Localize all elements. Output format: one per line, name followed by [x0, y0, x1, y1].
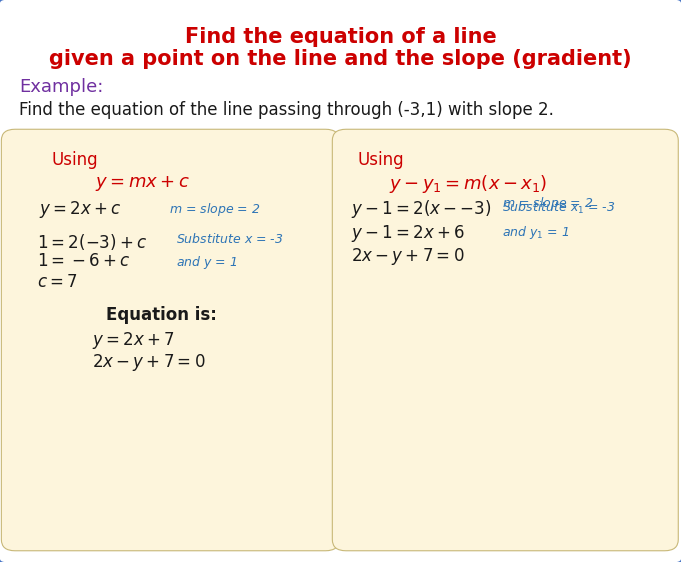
Text: given a point on the line and the slope (gradient): given a point on the line and the slope … [49, 49, 632, 69]
Text: Using: Using [358, 151, 404, 169]
Text: $y - 1 = 2x + 6$: $y - 1 = 2x + 6$ [351, 223, 465, 244]
Text: Substitute $x$ = -3
and $y$ = 1: Substitute $x$ = -3 and $y$ = 1 [176, 232, 283, 271]
Text: Equation is:: Equation is: [106, 306, 217, 324]
Text: $1 = 2(-3) + c$: $1 = 2(-3) + c$ [37, 232, 148, 252]
Text: $y = 2x + 7$: $y = 2x + 7$ [92, 329, 174, 351]
Text: $m$ = slope = 2: $m$ = slope = 2 [502, 195, 593, 212]
Text: $1 = -6 + c$: $1 = -6 + c$ [37, 252, 131, 270]
Text: Using: Using [51, 151, 97, 169]
Text: $y - 1 = 2(x - {-}3)$: $y - 1 = 2(x - {-}3)$ [351, 198, 492, 220]
Text: Substitute $x_1$ = -3
and $y_1$ = 1: Substitute $x_1$ = -3 and $y_1$ = 1 [502, 200, 616, 241]
Text: $c = 7$: $c = 7$ [37, 273, 78, 291]
Text: Example:: Example: [19, 78, 104, 96]
FancyBboxPatch shape [1, 129, 339, 551]
Text: $y - y_1 = m(x - x_1)$: $y - y_1 = m(x - x_1)$ [390, 173, 548, 195]
FancyBboxPatch shape [332, 129, 678, 551]
Text: $2x - y + 7 = 0$: $2x - y + 7 = 0$ [351, 246, 465, 268]
Text: $y = 2x + c$: $y = 2x + c$ [39, 198, 122, 220]
Text: $y = mx + c$: $y = mx + c$ [95, 174, 191, 193]
Text: Find the equation of a line: Find the equation of a line [185, 26, 496, 47]
Text: $2x - y + 7 = 0$: $2x - y + 7 = 0$ [92, 352, 206, 373]
Text: Find the equation of the line passing through (-3,1) with slope 2.: Find the equation of the line passing th… [19, 101, 554, 119]
Text: $m$ = slope = 2: $m$ = slope = 2 [169, 201, 260, 217]
